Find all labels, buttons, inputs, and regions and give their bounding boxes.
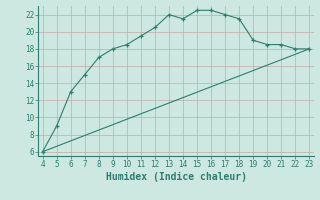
X-axis label: Humidex (Indice chaleur): Humidex (Indice chaleur) [106,172,246,182]
